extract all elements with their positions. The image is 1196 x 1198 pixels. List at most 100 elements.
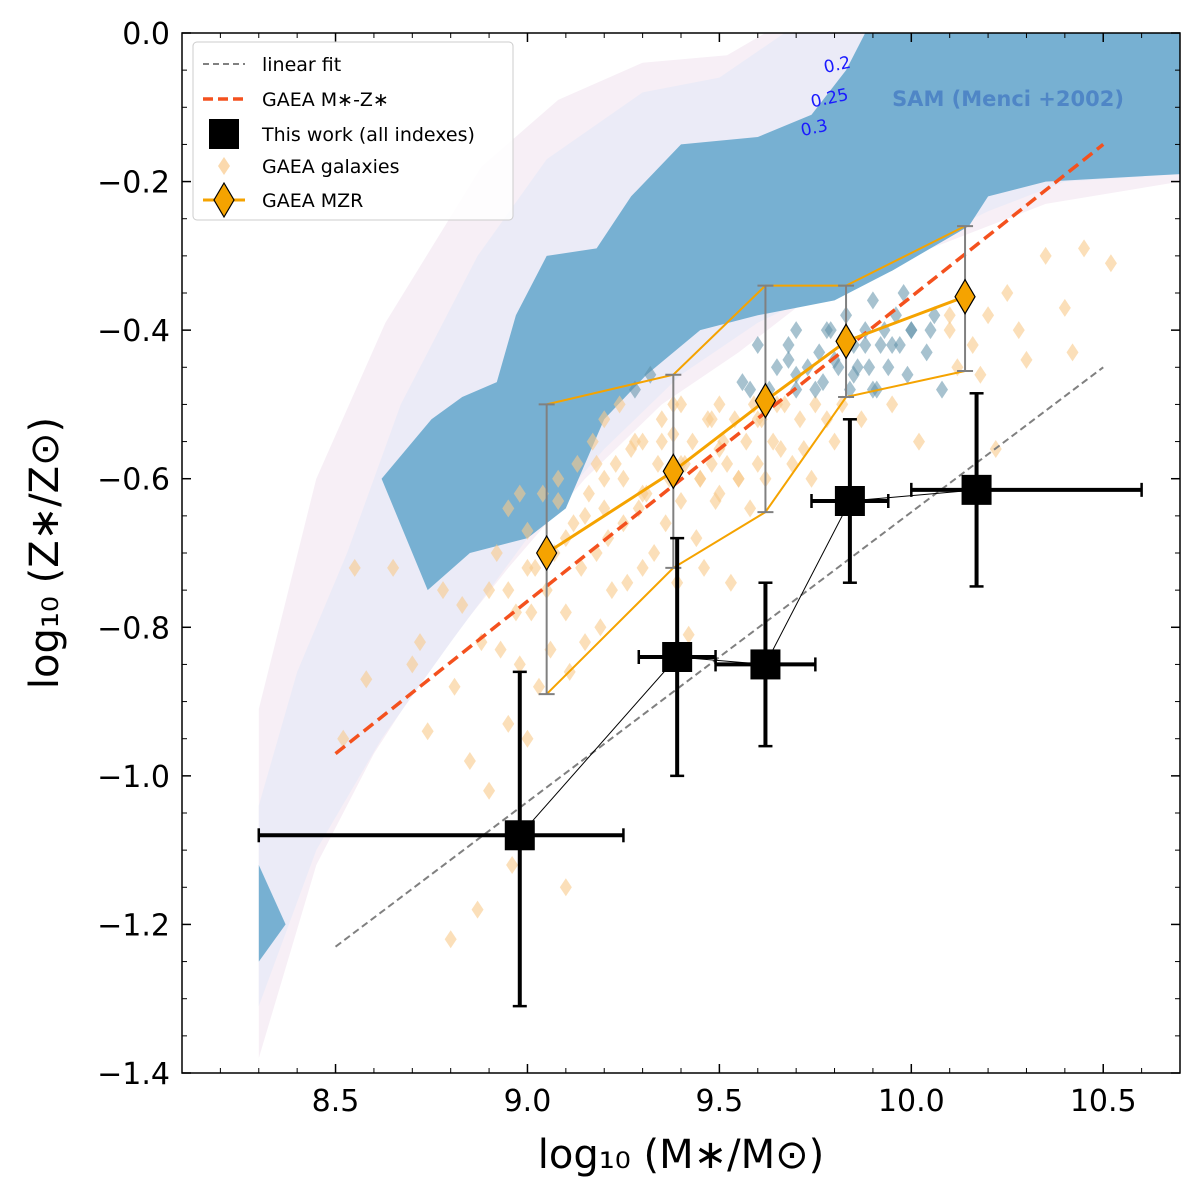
gaea-galaxy-point (552, 469, 565, 488)
gaea-galaxy-point (713, 395, 726, 414)
gaea-galaxy-point (571, 454, 584, 473)
sam-region-core-small (258, 865, 286, 962)
gaea-galaxy-point (529, 558, 542, 577)
gaea-galaxy-point (1012, 321, 1025, 340)
legend-label-gaea-galaxies: GAEA galaxies (262, 156, 400, 178)
this-work-marker (834, 486, 865, 516)
legend-handle-gaea-mzr (213, 181, 235, 219)
gaea-galaxy-point (448, 677, 461, 696)
gaea-galaxy-point (982, 306, 995, 325)
gaea-galaxy-point (686, 432, 699, 451)
gaea-galaxy-point (648, 544, 661, 562)
gaea-galaxy-point (694, 469, 707, 488)
gaea-galaxy-point (463, 752, 476, 770)
gaea-galaxy-point (617, 469, 630, 488)
gaea-galaxy-point (521, 558, 534, 577)
gaea-galaxy-point (897, 284, 910, 302)
gaea-mzr-marker (835, 323, 857, 360)
gaea-mzr (535, 225, 976, 696)
gaea-galaxy-point (594, 618, 607, 637)
gaea-galaxy-point (413, 633, 426, 652)
gaea-galaxy-point (882, 358, 895, 377)
x-tick-label: 10.5 (1070, 1084, 1137, 1119)
gaea-galaxy-point (525, 603, 538, 622)
gaea-galaxy-point (632, 499, 645, 518)
gaea-galaxy-point (567, 514, 580, 533)
sam-label: SAM (Menci +2002) (892, 87, 1124, 111)
gaea-galaxy-point (598, 410, 611, 429)
gaea-galaxy-point (751, 336, 764, 354)
gaea-galaxy-point (552, 492, 565, 510)
gaea-galaxy-point (905, 321, 918, 340)
gaea-galaxy-point (471, 900, 484, 919)
axis-ticks: 8.5 9.0 9.5 10.0 10.5 0.0 −0.2 −0.4 −0.6 −0.8 −1.0… (97, 17, 1181, 1119)
gaea-galaxy-point (893, 336, 906, 354)
gaea-galaxy-point (920, 343, 933, 362)
legend-label-this-work: This work (all indexes) (261, 124, 475, 146)
gaea-galaxy-point (744, 380, 757, 399)
gaea-galaxy-point (966, 336, 979, 354)
gaea-galaxy-point (866, 380, 879, 399)
gaea-galaxy-point (348, 558, 361, 577)
gaea-galaxy-point (820, 410, 833, 429)
sam-regions (258, 33, 1180, 1059)
y-tick-label: −1.2 (97, 908, 170, 943)
this-work-marker (961, 474, 992, 505)
gaea-galaxy-point (721, 454, 734, 473)
gaea-galaxy-point (1020, 350, 1033, 369)
gaea-galaxy-point (490, 544, 503, 562)
gaea-galaxy-point (724, 573, 737, 592)
gaea-galaxy-point (513, 484, 526, 503)
gaea-galaxy-point (502, 581, 515, 600)
x-axis-label: log₁₀ (M∗/M⊙) (538, 1132, 825, 1178)
gaea-galaxy-point (1104, 254, 1117, 273)
gaea-galaxy-point (598, 469, 611, 488)
gaea-galaxy-point (943, 321, 956, 340)
gaea-mz-line (334, 143, 1105, 755)
gaea-galaxy-point (809, 395, 822, 414)
gaea-galaxy-point (628, 432, 641, 451)
this-work-points (257, 392, 1143, 1008)
gaea-galaxy-point (767, 432, 780, 451)
gaea-galaxy-point (506, 856, 519, 874)
sam-region-core (381, 33, 1180, 591)
gaea-galaxy-point (874, 336, 887, 354)
x-tick-label: 8.5 (312, 1084, 360, 1119)
gaea-galaxy-point (774, 440, 787, 458)
gaea-galaxy-point (820, 321, 833, 340)
gaea-galaxy-point (406, 655, 419, 674)
gaea-galaxy-point (886, 395, 899, 414)
gaea-galaxy-point (532, 677, 545, 696)
y-axis-label: log₁₀ (Z∗/Z⊙) (22, 417, 68, 689)
x-tick-label: 9.0 (504, 1084, 552, 1119)
gaea-galaxy-point (790, 321, 803, 340)
legend: linear fit GAEA M∗-Z∗ This work (all index… (192, 41, 514, 221)
gaea-galaxy-point (590, 454, 603, 473)
gaea-galaxy-point (387, 558, 400, 577)
gaea-galaxy-point (974, 365, 987, 384)
gaea-galaxy-point (483, 581, 496, 600)
gaea-galaxy-point (1001, 284, 1014, 302)
gaea-galaxy-point (855, 410, 868, 429)
gaea-galaxy-point (521, 521, 534, 540)
gaea-galaxy-point (579, 506, 592, 525)
gaea-galaxy-point (586, 432, 599, 451)
gaea-galaxy-point (579, 633, 592, 652)
gaea-galaxy-point (859, 336, 872, 354)
legend-handle-gaea-galaxies (218, 157, 230, 175)
gaea-galaxy-point (682, 625, 695, 644)
gaea-galaxy-point (659, 514, 672, 533)
gaea-galaxy-point (744, 499, 757, 518)
this-work-marker (662, 642, 693, 672)
gaea-galaxy-point (813, 343, 826, 362)
legend-label-linear-fit: linear fit (262, 54, 341, 76)
y-tick-label: −0.6 (97, 463, 170, 498)
gaea-galaxy-point (817, 373, 830, 392)
gaea-galaxy-point (559, 878, 572, 897)
gaea-galaxy-point (782, 350, 795, 369)
gaea-galaxy-point (609, 454, 622, 473)
gaea-mzr-marker (662, 453, 685, 490)
gaea-galaxy-point (456, 596, 469, 614)
gaea-galaxy-point (740, 432, 753, 451)
gaea-galaxy-point (605, 581, 618, 600)
